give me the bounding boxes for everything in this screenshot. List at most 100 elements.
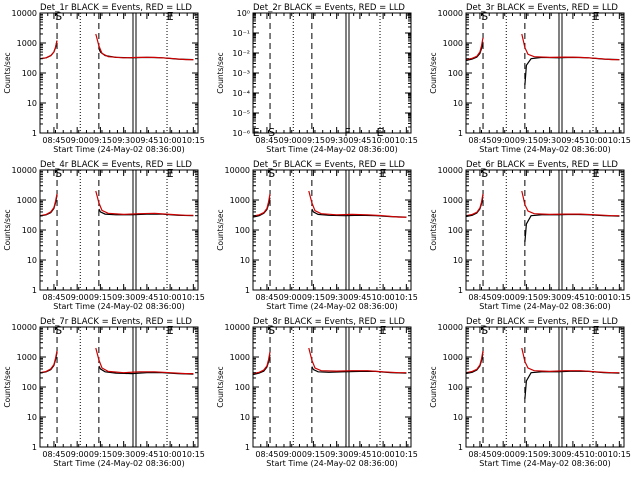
x-tick-label: 10:00 bbox=[372, 136, 395, 145]
series-line bbox=[466, 350, 484, 374]
series-line bbox=[521, 33, 620, 61]
panel-title: Det_7r BLACK = Events, RED = LLD bbox=[40, 317, 192, 327]
detector-panel: Det_5r BLACK = Events, RED = LLD 1 10 100 10… bbox=[216, 160, 418, 311]
x-tick-label: 10:15 bbox=[182, 293, 205, 302]
y-tick-label: 100 bbox=[448, 226, 463, 235]
series-line bbox=[308, 347, 407, 374]
series-group bbox=[466, 190, 620, 242]
x-tick-label: 08:45 bbox=[42, 136, 65, 145]
x-tick-label: 09:30 bbox=[325, 293, 348, 302]
x-tick-label: 08:45 bbox=[468, 136, 491, 145]
detector-panel: Det_3r BLACK = Events, RED = LLD 1 10 100 10… bbox=[429, 3, 631, 154]
y-tick-label: 100 bbox=[235, 383, 250, 392]
y-tick-label: 10000 bbox=[225, 166, 250, 175]
x-tick-label: 10:15 bbox=[182, 136, 205, 145]
panel-title: Det_5r BLACK = Events, RED = LLD bbox=[253, 160, 405, 170]
series-line bbox=[311, 208, 407, 218]
series-group bbox=[40, 33, 194, 61]
x-axis-label: Start Time (24-May-02 08:36:00) bbox=[266, 459, 397, 468]
x-tick-label: 09:15 bbox=[302, 293, 325, 302]
series-line bbox=[466, 37, 484, 61]
x-tick-label: 08:45 bbox=[42, 450, 65, 459]
detector-panel: Det_8r BLACK = Events, RED = LLD 1 10 100 10… bbox=[216, 317, 418, 468]
x-tick-label: 10:15 bbox=[395, 293, 418, 302]
y-tick-label: 1000 bbox=[443, 196, 463, 205]
marker-letter: E bbox=[167, 324, 174, 337]
series-line bbox=[40, 40, 58, 60]
x-axis-label: Start Time (24-May-02 08:36:00) bbox=[479, 302, 610, 311]
x-tick-label: 09:00 bbox=[492, 450, 515, 459]
x-tick-label: 08:45 bbox=[255, 450, 278, 459]
x-tick-label: 09:45 bbox=[135, 450, 158, 459]
marker-letter: E bbox=[167, 167, 174, 180]
marker-letter: E bbox=[253, 126, 260, 139]
x-tick-label: 09:30 bbox=[112, 136, 135, 145]
x-tick-label: 09:00 bbox=[279, 136, 302, 145]
detector-panel: Det_4r BLACK = Events, RED = LLD 1 10 100 10… bbox=[3, 160, 205, 311]
marker-letter: S bbox=[55, 167, 62, 180]
detector-panel: Det_6r BLACK = Events, RED = LLD 1 10 100 10… bbox=[429, 160, 631, 311]
series-line bbox=[521, 190, 620, 217]
y-tick-label: 10 bbox=[240, 413, 250, 422]
x-tick-label: 09:15 bbox=[302, 136, 325, 145]
x-tick-label: 10:00 bbox=[585, 450, 608, 459]
y-tick-label: 10000 bbox=[438, 323, 463, 332]
y-axis-label: Counts/sec bbox=[429, 366, 438, 407]
series-line bbox=[95, 33, 194, 61]
x-tick-label: 10:15 bbox=[395, 136, 418, 145]
marker-letter: E bbox=[593, 167, 600, 180]
y-tick-label: 10000 bbox=[12, 166, 37, 175]
x-axis-label: Start Time (24-May-02 08:36:00) bbox=[53, 459, 184, 468]
series-line bbox=[40, 193, 58, 217]
y-tick-label: 1000 bbox=[230, 353, 250, 362]
x-tick-label: 09:15 bbox=[89, 293, 112, 302]
series-group bbox=[466, 347, 620, 399]
x-tick-label: 10:15 bbox=[395, 450, 418, 459]
marker-letter: S bbox=[55, 10, 62, 23]
x-tick-label: 10:15 bbox=[608, 450, 631, 459]
plot-frame bbox=[39, 12, 199, 134]
y-axis-label: Counts/sec bbox=[216, 366, 225, 407]
x-tick-label: 10:00 bbox=[585, 136, 608, 145]
x-tick-label: 10:00 bbox=[372, 293, 395, 302]
x-tick-label: 08:45 bbox=[468, 450, 491, 459]
x-tick-label: 09:00 bbox=[492, 293, 515, 302]
marker-letter: S bbox=[268, 126, 275, 139]
y-tick-label: 100 bbox=[22, 69, 37, 78]
x-axis-label: Start Time (24-May-02 08:36:00) bbox=[53, 302, 184, 311]
x-tick-label: 09:00 bbox=[279, 293, 302, 302]
y-tick-label: 10000 bbox=[12, 323, 37, 332]
detector-panel: Det_1r BLACK = Events, RED = LLD 1 10 100 10… bbox=[3, 3, 205, 154]
panel-title: Det_4r BLACK = Events, RED = LLD bbox=[40, 160, 192, 170]
y-tick-label: 1 bbox=[245, 443, 250, 452]
panel-title: Det_8r BLACK = Events, RED = LLD bbox=[253, 317, 405, 327]
y-tick-label: 10 bbox=[27, 413, 37, 422]
series-line bbox=[521, 347, 620, 374]
x-tick-label: 09:00 bbox=[279, 450, 302, 459]
plot-frame bbox=[465, 12, 625, 134]
y-tick-label: 10000 bbox=[12, 9, 37, 18]
x-tick-label: 09:45 bbox=[348, 450, 371, 459]
y-tick-label: 10⁰ bbox=[237, 9, 250, 18]
x-tick-label: 09:45 bbox=[135, 293, 158, 302]
y-tick-label: 100 bbox=[22, 383, 37, 392]
series-line bbox=[524, 56, 620, 85]
y-tick-label: 10 bbox=[453, 256, 463, 265]
x-tick-label: 09:30 bbox=[538, 450, 561, 459]
x-tick-label: 09:30 bbox=[112, 293, 135, 302]
y-tick-label: 10000 bbox=[225, 323, 250, 332]
y-tick-label: 1000 bbox=[17, 39, 37, 48]
series-line bbox=[95, 190, 194, 216]
marker-letter: E bbox=[380, 324, 387, 337]
y-tick-label: 1 bbox=[245, 286, 250, 295]
x-tick-label: 09:45 bbox=[135, 136, 158, 145]
series-line bbox=[253, 351, 271, 375]
x-tick-label: 09:45 bbox=[561, 293, 584, 302]
marker-letter: E bbox=[593, 10, 600, 23]
y-tick-label: 1 bbox=[458, 129, 463, 138]
x-tick-label: 10:00 bbox=[159, 450, 182, 459]
x-tick-label: 09:15 bbox=[89, 136, 112, 145]
series-group bbox=[40, 190, 194, 217]
detector-panel: Det_7r BLACK = Events, RED = LLD 1 10 100 10… bbox=[3, 317, 205, 468]
x-tick-label: 09:30 bbox=[325, 136, 348, 145]
